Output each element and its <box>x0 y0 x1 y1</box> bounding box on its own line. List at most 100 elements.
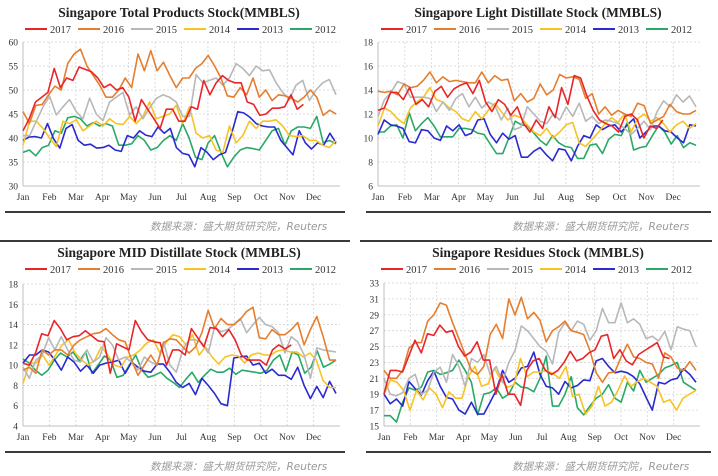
x-tick-label: Dec <box>306 433 321 443</box>
x-tick-label: Dec <box>666 433 681 443</box>
y-tick-label: 40 <box>9 135 19 145</box>
series-line-2016 <box>22 48 337 125</box>
x-tick-label: May <box>477 193 495 203</box>
x-tick-label: Jul <box>533 193 544 203</box>
series-line-2012 <box>22 350 337 389</box>
y-tick-label: 16 <box>364 63 374 73</box>
chart-svg: Singapore Total Products Stock(MMBLS) 201… <box>9 5 340 203</box>
y-tick-label: 50 <box>9 87 19 97</box>
series-line-2017 <box>22 66 304 132</box>
series-line-2016 <box>383 296 697 384</box>
series-line-2012 <box>378 112 697 160</box>
x-tick-label: Mar <box>424 193 441 203</box>
x-tick-label: May <box>481 433 499 443</box>
y-tick-label: 33 <box>370 280 380 290</box>
x-tick-label: Nov <box>279 193 296 203</box>
y-tick-label: 14 <box>364 87 374 97</box>
x-tick-label: Feb <box>398 193 413 203</box>
legend-label: 2012 <box>671 265 692 276</box>
series-line-2017 <box>383 324 670 407</box>
series-line-2015 <box>383 302 697 397</box>
y-tick-label: 10 <box>9 362 19 372</box>
chart-light-distillate: Singapore Light Distillate Stock (MMBLS)… <box>359 0 718 206</box>
legend-label: 2013 <box>618 265 639 276</box>
divider <box>360 240 712 242</box>
y-tick-label: 21 <box>370 375 380 385</box>
chart-title: Singapore MID Distillate Stock (MMBLS) <box>57 245 301 260</box>
y-tick-label: 29 <box>370 311 380 321</box>
x-tick-label: Jun <box>148 433 161 443</box>
y-tick-label: 17 <box>370 407 380 417</box>
y-tick-label: 14 <box>9 321 19 331</box>
x-tick-label: Dec <box>306 193 321 203</box>
series-line-2013 <box>22 349 337 407</box>
chart-title: Singapore Light Distillate Stock (MMBLS) <box>414 5 661 20</box>
y-tick-label: 31 <box>370 295 380 305</box>
y-tick-label: 6 <box>368 183 373 193</box>
legend-label: 2017 <box>50 265 71 276</box>
source-caption: 数据来源：盛大期货研究院，Reuters <box>512 461 690 473</box>
x-tick-label: May <box>120 433 138 443</box>
chart-svg: Singapore Residues Stock (MMBLS) 2017 2016… <box>370 245 700 443</box>
x-tick-label: Oct <box>613 193 627 203</box>
x-tick-label: Jan <box>17 433 30 443</box>
x-tick-label: Nov <box>638 193 655 203</box>
x-tick-label: Sep <box>227 433 242 443</box>
divider <box>5 451 345 453</box>
x-tick-label: Apr <box>95 193 111 203</box>
y-tick-label: 8 <box>13 382 18 392</box>
y-tick-label: 19 <box>370 391 380 401</box>
chart-svg: Singapore Light Distillate Stock (MMBLS)… <box>364 5 700 203</box>
legend-label: 2015 <box>156 265 177 276</box>
x-tick-label: Jun <box>148 193 161 203</box>
series-line-2015 <box>22 316 337 380</box>
x-tick-label: Aug <box>558 193 575 203</box>
legend-label: 2016 <box>103 265 124 276</box>
x-tick-label: Jan <box>372 193 385 203</box>
x-tick-label: Feb <box>42 433 57 443</box>
x-tick-label: Aug <box>560 433 577 443</box>
x-tick-label: Jul <box>536 433 547 443</box>
legend-label: 2015 <box>512 265 533 276</box>
series-line-2014 <box>377 86 697 148</box>
chart-residues: Singapore Residues Stock (MMBLS) 2017 2016… <box>359 240 718 446</box>
x-tick-label: Apr <box>456 433 472 443</box>
x-tick-label: Feb <box>42 193 57 203</box>
x-tick-label: Nov <box>279 433 296 443</box>
series-line-2016 <box>22 306 336 377</box>
series-line-2013 <box>22 110 337 168</box>
chart-title: Singapore Total Products Stock(MMBLS) <box>58 5 299 20</box>
x-tick-label: Sep <box>588 433 603 443</box>
divider <box>366 211 711 213</box>
source-caption: 数据来源：盛大期货研究院，Reuters <box>512 221 690 233</box>
x-tick-label: Oct <box>254 433 268 443</box>
x-tick-label: May <box>120 193 138 203</box>
x-tick-label: Jul <box>176 193 187 203</box>
series-line-2014 <box>22 101 337 154</box>
x-tick-label: Sep <box>227 193 242 203</box>
x-tick-label: Aug <box>200 193 217 203</box>
y-tick-label: 23 <box>370 359 380 369</box>
x-tick-label: Mar <box>68 433 85 443</box>
divider <box>0 240 350 242</box>
x-tick-label: Mar <box>68 193 85 203</box>
legend-label: 2016 <box>103 25 124 36</box>
source-caption: 数据来源：盛大期货研究院，Reuters <box>150 221 328 233</box>
legend-label: 2016 <box>459 25 480 36</box>
legend-label: 2017 <box>406 25 427 36</box>
x-tick-label: Jun <box>509 433 522 443</box>
legend-label: 2015 <box>156 25 177 36</box>
x-tick-label: Oct <box>614 433 628 443</box>
y-tick-label: 12 <box>9 341 19 351</box>
legend-label: 2013 <box>262 265 283 276</box>
x-tick-label: Jan <box>378 433 391 443</box>
x-tick-label: Jun <box>506 193 519 203</box>
legend-label: 2014 <box>209 25 231 36</box>
x-tick-label: Jan <box>17 193 30 203</box>
chart-title: Singapore Residues Stock (MMBLS) <box>432 245 644 260</box>
y-tick-label: 25 <box>370 343 380 353</box>
y-tick-label: 10 <box>364 135 374 145</box>
x-tick-label: Mar <box>429 433 446 443</box>
x-tick-label: Apr <box>451 193 467 203</box>
legend-label: 2012 <box>671 25 692 36</box>
